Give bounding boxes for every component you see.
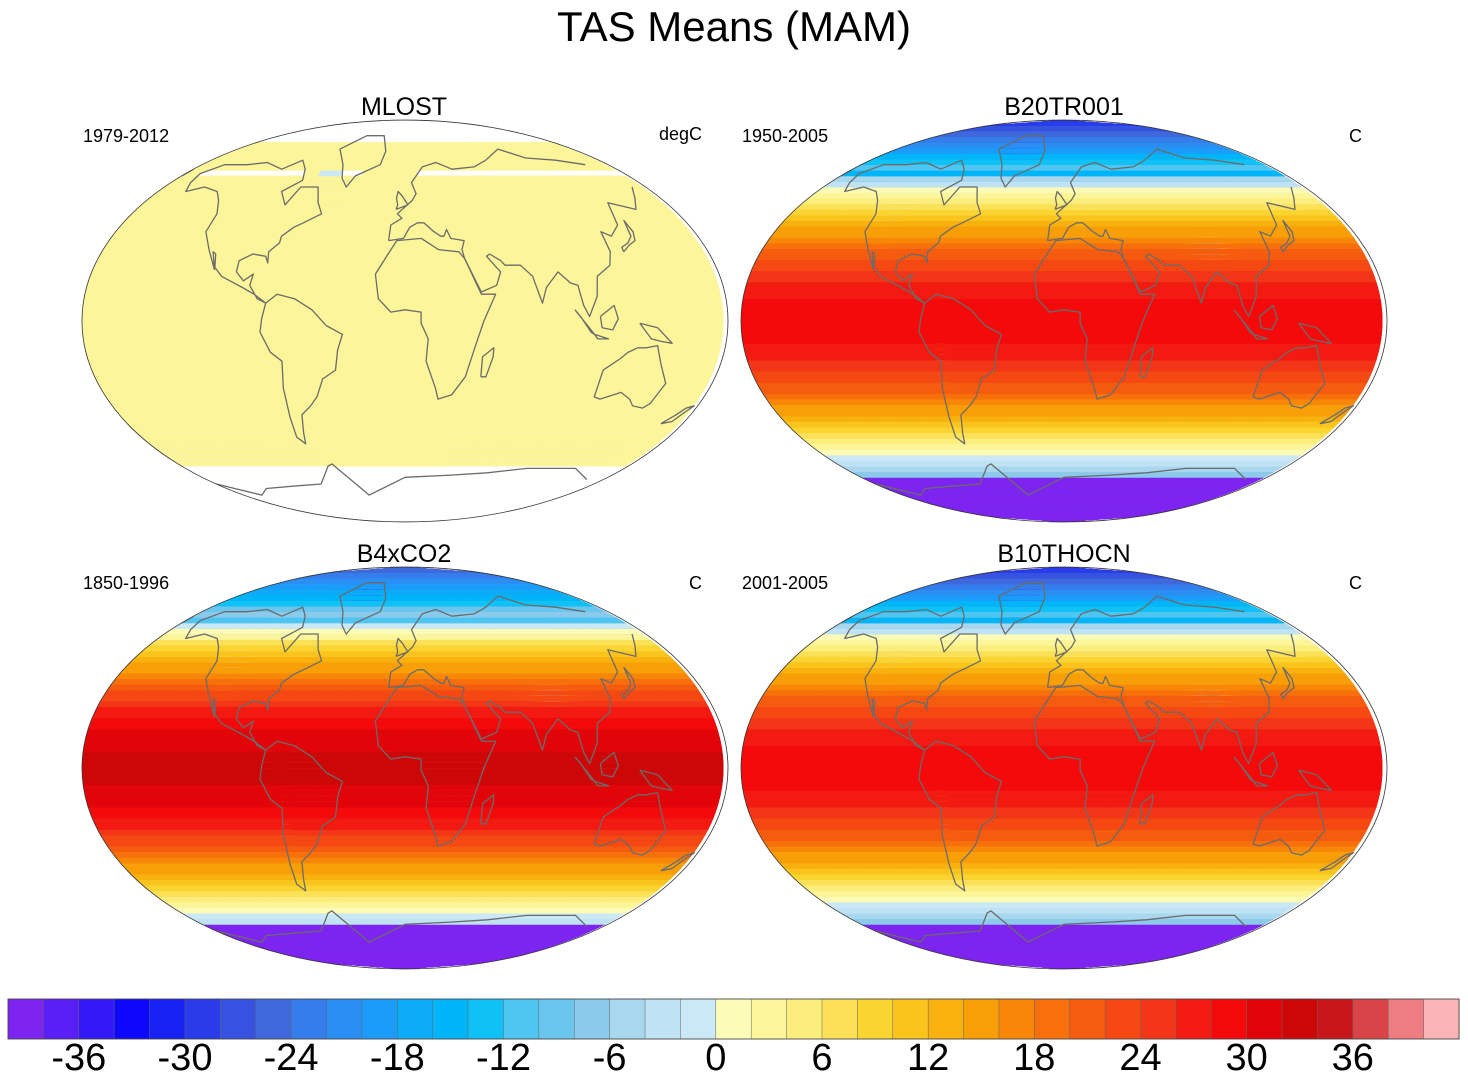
temperature-cell xyxy=(103,393,703,400)
temperature-cell xyxy=(148,443,658,450)
temperature-cell xyxy=(85,287,721,294)
temperature-cell xyxy=(155,449,651,456)
temperature-cell xyxy=(100,387,706,394)
temperature-cell xyxy=(163,454,644,461)
panel-period-mlost: 1979-2012 xyxy=(83,125,169,147)
temperature-cell xyxy=(83,343,722,350)
temperature-cell xyxy=(86,281,720,288)
temperature-cell xyxy=(111,404,695,411)
temperature-cell xyxy=(130,426,677,433)
temperature-cell xyxy=(171,460,636,467)
temperature-cell xyxy=(92,370,714,378)
temperature-cell xyxy=(94,376,712,383)
temperature-cell xyxy=(124,421,682,428)
temperature-cell xyxy=(115,409,691,417)
temperature-cell xyxy=(83,298,723,305)
temperature-cell xyxy=(82,320,724,327)
temperature-cell xyxy=(82,331,724,338)
temperature-cell xyxy=(119,415,687,422)
panel-units-mlost: degC xyxy=(582,123,702,145)
temperature-cell xyxy=(82,315,724,322)
temperature-cell xyxy=(82,304,724,311)
temperature-cell xyxy=(107,398,699,406)
temperature-cell xyxy=(142,437,665,445)
panel-title-mlost: MLOST xyxy=(204,92,604,122)
temperature-cell xyxy=(88,359,718,366)
temperature-cell xyxy=(88,276,718,283)
temperature-cell xyxy=(83,337,723,344)
temperature-cell xyxy=(89,365,716,372)
temperature-cell xyxy=(97,382,709,389)
temperature-cell xyxy=(85,348,721,355)
temperature-cell xyxy=(82,326,724,333)
figure-title: TAS Means (MAM) xyxy=(0,2,1468,52)
temperature-cell xyxy=(135,432,671,439)
temperature-cell xyxy=(83,292,722,299)
map-panel-mlost xyxy=(81,119,729,523)
